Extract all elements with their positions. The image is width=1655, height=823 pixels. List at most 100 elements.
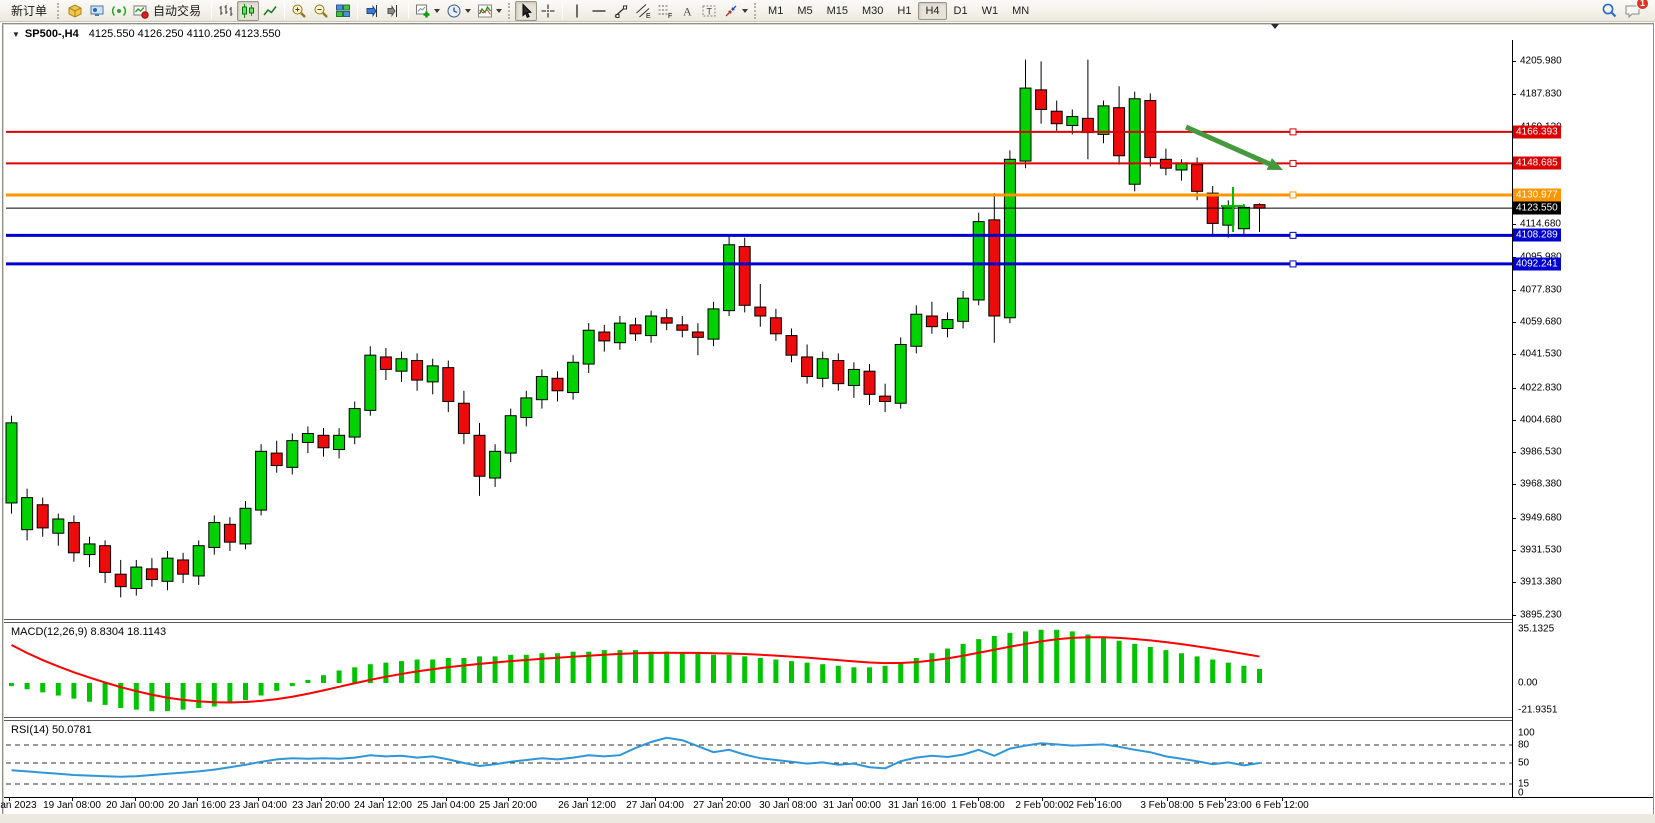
periods-button[interactable] [443,1,474,21]
candle-body [286,440,299,468]
price-level-badge: 4166.393 [1513,125,1561,139]
arrows-tool-button[interactable] [720,1,751,21]
timeframe-button-w1[interactable]: W1 [981,4,999,17]
time-axis-label: 23 Jan 20:00 [292,800,350,811]
candle-body [52,518,65,534]
timeframe-button-m5[interactable]: M5 [797,4,813,17]
time-tick-mark [258,797,259,801]
candle-body [67,522,80,554]
notifications-chat-icon[interactable]: 1 [1621,0,1649,21]
new-order-button[interactable]: 新订单 [4,1,54,21]
line-handle[interactable] [1289,128,1297,136]
candle-body [442,367,455,402]
text-icon[interactable]: A [676,1,698,21]
cursor-icon[interactable] [515,0,538,21]
line-handle[interactable] [1289,191,1297,199]
candle-body [1097,105,1110,135]
candle-body [504,415,517,454]
text-label-icon[interactable]: T [698,1,720,21]
vertical-line-icon[interactable] [566,1,588,21]
line-handle[interactable] [1289,231,1297,239]
time-axis-label: 20 Jan 16:00 [168,800,226,811]
timeframe-button-m15[interactable]: M15 [826,4,848,17]
candle-body [613,322,626,344]
timeframe-toolbar: M1 M5 M15 M30 H1 H4 D1 W1 MN [761,1,1036,20]
current-price-badge: 4123.550 [1513,201,1561,215]
trend-line-icon[interactable] [610,1,632,21]
macd-label: MACD(12,26,9) 8.8304 18.1143 [11,626,167,638]
collapse-panel-icon[interactable]: ▼ [12,30,20,39]
market-watch-icon[interactable] [86,1,108,21]
order-book-icon[interactable] [64,1,86,21]
candle-body [270,452,283,467]
price-tick-label: 4059.680 [1520,316,1562,328]
candle-body [957,297,970,322]
price-tick-mark [1512,93,1516,95]
chart-line-icon[interactable] [259,1,281,21]
price-level-badge: 4148.685 [1513,156,1561,170]
new-chart-button[interactable] [412,1,443,21]
svg-text:A: A [683,4,692,18]
zoom-out-icon[interactable] [310,1,332,21]
time-axis-label: 19 Jan 08:00 [43,800,101,811]
candle-body [473,434,486,477]
status-strip [0,814,1655,823]
autotrading-button[interactable]: 自动交易 [130,1,208,21]
candle-body [1050,110,1063,125]
time-tick-mark [655,797,656,801]
trend-arrow-object[interactable] [1184,124,1271,167]
timeframe-button-h1[interactable]: H1 [897,4,912,17]
candle-body [317,434,330,449]
chart-bars-icon[interactable] [215,1,237,21]
rsi-label: RSI(14) 50.0781 [11,724,92,736]
time-tick-mark [1095,797,1096,801]
candle-body [660,317,673,324]
candle-body [1237,206,1250,230]
time-axis-line [4,797,1653,798]
rsi-line [11,736,1260,778]
time-axis-label: 24 Jan 12:00 [354,800,412,811]
chart-candles-icon[interactable] [237,0,260,21]
price-tick-label: 3913.380 [1520,576,1562,588]
equidistant-channel-icon[interactable]: E [632,1,654,21]
crosshair-icon[interactable] [537,1,559,21]
signals-icon[interactable] [108,1,130,21]
search-icon[interactable] [1598,1,1621,21]
pane-divider[interactable] [4,717,1512,718]
timeframe-button-mn[interactable]: MN [1012,4,1030,17]
candle-body [691,331,704,338]
candle-body [36,504,49,529]
svg-text:E: E [646,13,651,19]
price-tick-mark [1512,354,1516,356]
tile-windows-icon[interactable] [332,1,354,21]
timeframe-button-m30[interactable]: M30 [862,4,884,17]
horizontal-line-icon[interactable] [588,1,610,21]
candle-body [785,335,798,356]
line-handle[interactable] [1289,260,1297,268]
pane-divider[interactable] [4,619,1512,620]
price-tick-mark [1512,321,1516,323]
zoom-in-icon[interactable] [288,1,310,21]
candle-body [5,422,18,504]
auto-scroll-icon[interactable] [361,1,383,21]
timeframe-button-d1[interactable]: D1 [953,4,968,17]
line-handle[interactable] [1289,159,1297,167]
price-tick-label: 4041.530 [1520,348,1562,360]
indicators-button[interactable] [474,1,505,21]
dropdown-arrow-icon [465,8,472,13]
candle-body [582,329,595,365]
price-tick-label: 4114.680 [1520,218,1561,230]
dropdown-arrow-icon [742,8,749,13]
fibonacci-icon[interactable]: F [654,1,676,21]
dropdown-arrow-icon [496,8,503,13]
price-tick-mark [1512,582,1516,584]
time-axis-label: 25 Jan 04:00 [417,800,475,811]
timeframe-button-h4[interactable]: H4 [918,1,947,20]
price-tick-label: 4095.980 [1520,252,1562,263]
svg-text:F: F [668,13,672,19]
chart-shift-icon[interactable] [383,1,405,21]
timeframe-button-m1[interactable]: M1 [768,4,784,17]
toolbar-grip [508,2,512,19]
candle-body [863,370,876,395]
toolbar-grip [57,2,61,19]
